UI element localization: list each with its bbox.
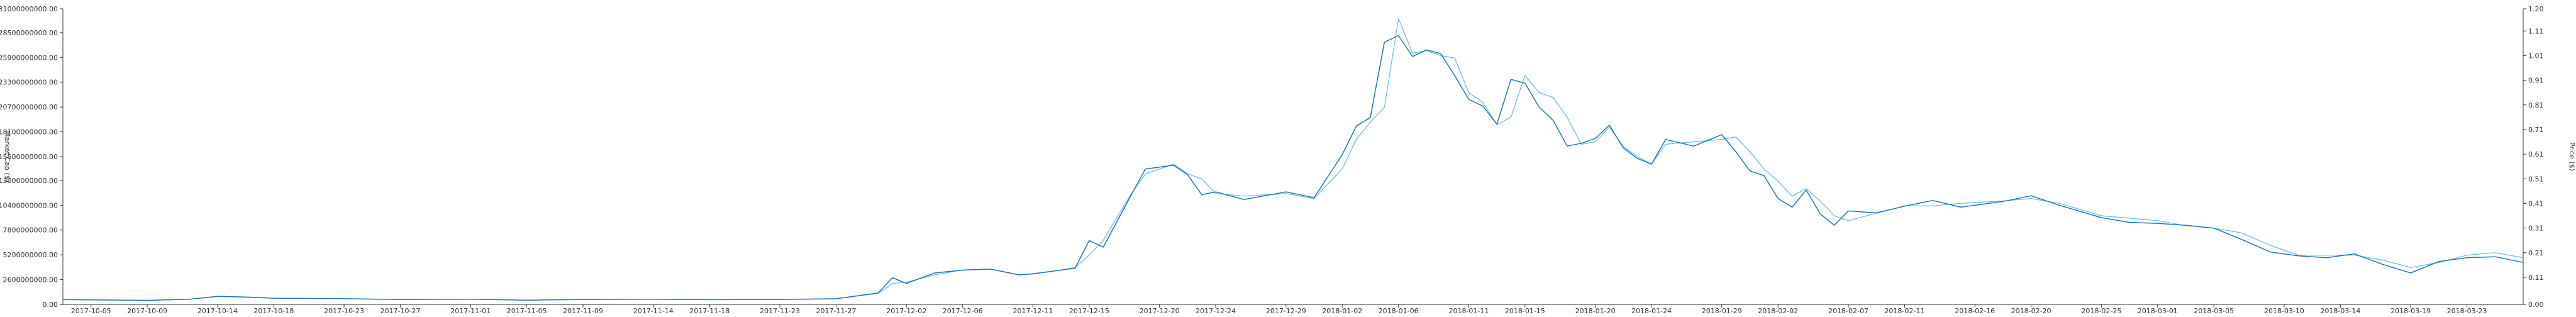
- x-tick-label: 2017-11-09: [563, 307, 603, 314]
- x-tick-label: 2017-11-23: [760, 307, 800, 314]
- x-tick-label: 2017-10-05: [71, 307, 111, 314]
- x-tick-label: 2017-12-20: [1140, 307, 1180, 314]
- right-y-axis-label: Price ($): [2568, 142, 2576, 171]
- x-tick-label: 2017-12-29: [1266, 307, 1306, 314]
- price-line: [62, 18, 2524, 301]
- left-y-tick-label: 10400000000.00: [0, 201, 58, 209]
- x-tick-label: 2018-03-05: [2194, 307, 2234, 314]
- x-tick-label: 2018-03-01: [2138, 307, 2178, 314]
- x-tick-label: 2017-12-15: [1069, 307, 1109, 314]
- x-tick-label: 2018-02-02: [1758, 307, 1798, 314]
- x-tick-label: 2018-03-19: [2390, 307, 2431, 314]
- left-y-tick-label: 31000000000.00: [0, 5, 58, 13]
- x-tick-label: 2017-12-11: [1013, 307, 1053, 314]
- left-y-tick-label: 25900000000.00: [0, 53, 58, 62]
- right-y-tick-label: 1.20: [2528, 5, 2544, 13]
- x-tick-label: 2018-02-16: [1955, 307, 1995, 314]
- left-y-tick-label: 5200000000.00: [3, 251, 58, 259]
- x-tick-label: 2018-03-14: [2320, 307, 2360, 314]
- x-tick-label: 2017-10-23: [324, 307, 364, 314]
- x-tick-label: 2018-01-20: [1575, 307, 1616, 314]
- x-tick-label: 2018-01-06: [1379, 307, 1419, 314]
- left-y-tick-label: 2600000000.00: [3, 276, 58, 284]
- x-tick-label: 2018-01-24: [1631, 307, 1672, 314]
- x-tick-label: 2017-10-18: [253, 307, 294, 314]
- series-layer: [62, 18, 2524, 301]
- x-tick-label: 2018-01-15: [1505, 307, 1545, 314]
- x-tick-label: 2018-03-23: [2447, 307, 2487, 314]
- right-y-tick-label: 1.01: [2528, 52, 2544, 60]
- x-tick-label: 2018-01-02: [1322, 307, 1362, 314]
- right-y-tick-label: 0.91: [2528, 77, 2544, 85]
- left-y-tick-label: 28500000000.00: [0, 29, 58, 37]
- left-y-tick-label: 20700000000.00: [0, 103, 58, 111]
- x-tick-label: 2018-03-10: [2264, 307, 2304, 314]
- right-y-tick-label: 0.81: [2528, 101, 2544, 109]
- right-y-tick-label: 0.71: [2528, 126, 2544, 134]
- right-y-tick-label: 0.51: [2528, 175, 2544, 183]
- x-tick-label: 2017-10-09: [127, 307, 167, 314]
- x-tick-label: 2017-12-06: [943, 307, 983, 314]
- x-tick-label: 2018-02-20: [2011, 307, 2051, 314]
- right-y-tick-label: 0.41: [2528, 199, 2544, 208]
- right-y-tick-label: 1.11: [2528, 27, 2544, 35]
- left-y-tick-label: 15500000000.00: [0, 153, 58, 161]
- right-y-tick-label: 0.61: [2528, 150, 2544, 158]
- x-tick-label: 2018-02-25: [2081, 307, 2121, 314]
- left-y-tick-label: 18100000000.00: [0, 128, 58, 136]
- right-y-ticks: 0.00 0.11 0.21 0.31 0.41 0.51 0.61 0.71 0.81 0.91…: [2523, 5, 2544, 309]
- left-y-tick-label: 13000000000.00: [0, 177, 58, 185]
- x-tick-label: 2017-11-14: [633, 307, 674, 314]
- left-y-tick-label: 23300000000.00: [0, 79, 58, 87]
- right-y-tick-label: 0.11: [2528, 274, 2544, 282]
- left-y-tick-label: 0.00: [43, 301, 58, 309]
- x-tick-label: 2017-11-18: [689, 307, 730, 314]
- right-y-tick-label: 0.21: [2528, 249, 2544, 257]
- x-tick-label: 2017-11-27: [816, 307, 857, 314]
- x-tick-label: 2017-11-01: [450, 307, 491, 314]
- market-cap-line: [62, 35, 2524, 301]
- right-y-tick-label: 0.31: [2528, 225, 2544, 233]
- x-tick-label: 2017-12-02: [886, 307, 926, 314]
- x-ticks: 2017-10-05 2017-10-09 2017-10-14 2017-10-18…: [71, 304, 2487, 315]
- left-y-tick-label: 7800000000.00: [3, 226, 58, 235]
- x-tick-label: 2018-01-11: [1448, 307, 1489, 314]
- x-tick-label: 2017-12-24: [1196, 307, 1236, 314]
- x-tick-label: 2018-02-11: [1884, 307, 1924, 314]
- x-tick-label: 2017-11-05: [507, 307, 547, 314]
- x-tick-label: 2017-10-27: [380, 307, 421, 314]
- left-y-axis-label: Market Cap ($): [3, 131, 11, 182]
- x-tick-label: 2018-02-07: [1828, 307, 1868, 314]
- x-tick-label: 2018-01-29: [1702, 307, 1742, 314]
- left-y-ticks: 0.00 2600000000.00 5200000000.00 7800000000…: [0, 5, 63, 309]
- right-y-tick-label: 0.00: [2528, 301, 2544, 309]
- x-tick-label: 2017-10-14: [197, 307, 238, 314]
